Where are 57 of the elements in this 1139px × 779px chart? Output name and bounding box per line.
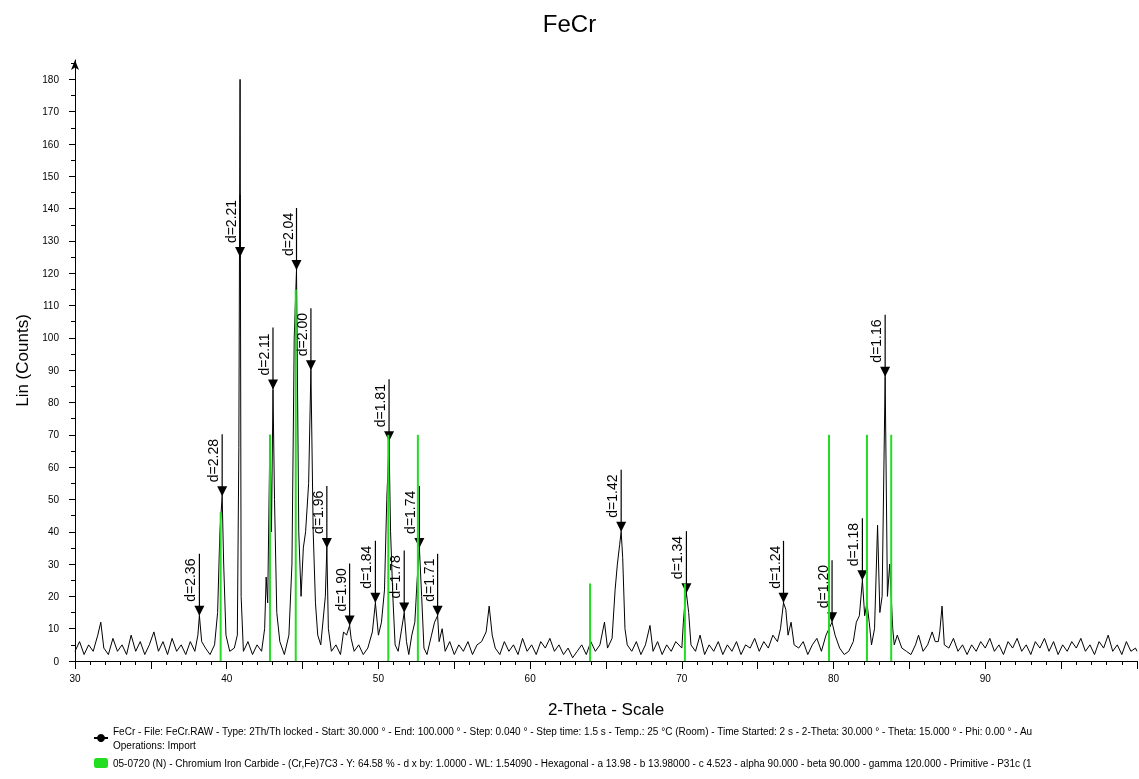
y-tick-label: 140 bbox=[42, 203, 60, 215]
annotation: d=1.71 bbox=[420, 558, 437, 602]
annotation: d=1.74 bbox=[402, 490, 419, 534]
bar bbox=[865, 434, 868, 661]
y-tick-label: 170 bbox=[42, 106, 60, 118]
y-tick-label: 30 bbox=[47, 558, 60, 570]
y-tick-label: 130 bbox=[42, 235, 60, 247]
text: Operations: Import bbox=[113, 739, 197, 751]
bar bbox=[219, 512, 222, 661]
annotation: d=2.00 bbox=[293, 312, 310, 357]
x-tick-label: 40 bbox=[221, 672, 233, 684]
annotation: d=2.04 bbox=[279, 212, 296, 257]
bar bbox=[268, 434, 271, 661]
bar bbox=[294, 289, 297, 661]
annotation: d=2.28 bbox=[205, 438, 222, 483]
x-tick-label: 70 bbox=[676, 672, 688, 684]
x-tick-label: 80 bbox=[828, 672, 840, 684]
annotation: d=1.78 bbox=[387, 555, 404, 599]
annotation: d=1.20 bbox=[815, 564, 832, 609]
y-tick-label: 0 bbox=[53, 655, 60, 667]
y-tick-label: 180 bbox=[42, 73, 60, 85]
annotation: d=1.34 bbox=[669, 535, 686, 580]
y-tick-label: 20 bbox=[47, 590, 60, 602]
y-tick-label: 120 bbox=[42, 267, 60, 279]
x-tick-label: 60 bbox=[524, 672, 537, 684]
annotation: d=1.81 bbox=[372, 383, 389, 428]
y-axis-title: Lin (Counts) bbox=[13, 314, 33, 407]
annotation: d=1.84 bbox=[358, 545, 375, 589]
annotation: d=1.96 bbox=[309, 490, 326, 534]
y-tick-label: 150 bbox=[42, 170, 60, 182]
y-tick-label: 40 bbox=[47, 526, 60, 538]
y-tick-label: 100 bbox=[42, 332, 60, 344]
y-tick-label: 160 bbox=[42, 138, 60, 150]
annotation: d=1.16 bbox=[868, 319, 885, 363]
bar bbox=[589, 583, 592, 661]
y-tick-label: 70 bbox=[47, 429, 60, 441]
y-tick-label: 50 bbox=[47, 493, 60, 505]
x-tick-label: 50 bbox=[372, 672, 385, 684]
chart-title: FeCr bbox=[542, 9, 597, 37]
legend-label: FeCr - File: FeCr.RAW - Type: 2Th/Th locked - Start: 30.000 ° - End: 100.000 ° - Step: 0.040 ° - Step time: 1.5 s - Temp.: 25 °C (Room) - Time Started: 2 s - 2-Theta: 30.000 ° - Theta: 15.000 ° - Phi: 0.00 ° - Au bbox=[113, 725, 1033, 737]
annotation: d=1.42 bbox=[604, 474, 621, 518]
annotation: d=1.90 bbox=[332, 568, 349, 612]
x-tick-label: 90 bbox=[979, 672, 992, 684]
x-axis-title: 2-Theta - Scale bbox=[547, 700, 665, 719]
y-tick-label: 90 bbox=[47, 364, 60, 376]
y-tick-label: 110 bbox=[43, 300, 60, 312]
x-tick-label: 30 bbox=[69, 672, 81, 684]
annotation: d=2.36 bbox=[182, 558, 199, 602]
annotation: d=2.11 bbox=[255, 333, 272, 376]
annotation: d=2.21 bbox=[223, 199, 240, 244]
annotation: d=1.24 bbox=[766, 545, 783, 589]
y-tick-label: 10 bbox=[47, 623, 60, 635]
y-tick-label: 80 bbox=[47, 397, 60, 409]
annotation: d=1.18 bbox=[845, 522, 862, 567]
bar bbox=[890, 434, 893, 661]
legend-label: 05-0720 (N) - Chromium Iron Carbide - (Cr,Fe)7C3 - Y: 64.58 % - d x by: 1.0000 - WL: 1.54090 - Hexagonal - a 13.98 - b 13.98000 - c 4.523 - alpha 90.000 - beta 90.000 - gamma 120.000 - Primitive - P31c (1 bbox=[113, 757, 1033, 769]
y-tick-label: 60 bbox=[47, 461, 60, 473]
